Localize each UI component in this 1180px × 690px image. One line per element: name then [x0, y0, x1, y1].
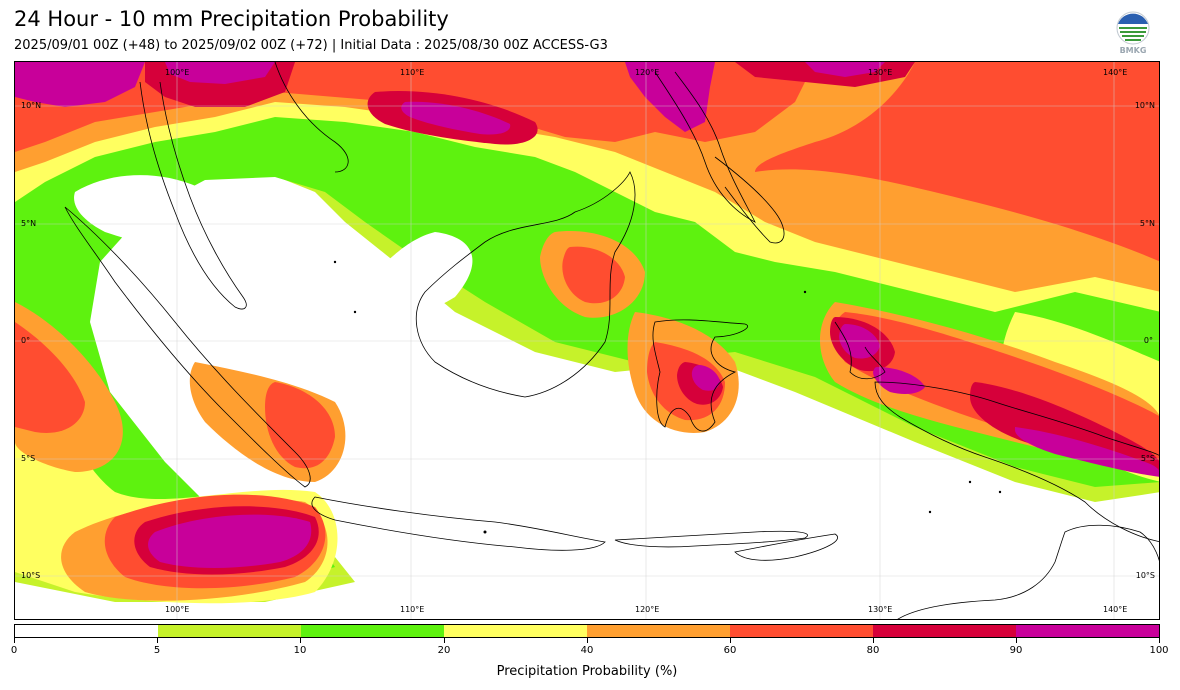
colorbar-tick	[157, 638, 158, 643]
lon-label-top: 100°E	[165, 68, 190, 77]
island-dots	[333, 260, 1002, 534]
lon-label-bottom: 100°E	[165, 605, 190, 614]
lon-label-bottom: 110°E	[400, 605, 425, 614]
colorbar-tick-label: 40	[580, 645, 594, 656]
colorbar-tick	[1159, 638, 1160, 643]
coastlines	[64, 62, 1159, 619]
lon-label-bottom: 140°E	[1103, 605, 1128, 614]
colorbar-tick-label: 80	[866, 645, 880, 656]
colorbar-segment	[158, 625, 301, 637]
logo-text: BMKG	[1119, 46, 1147, 55]
zone-magenta-north	[165, 62, 275, 84]
lon-label-bottom: 130°E	[868, 605, 893, 614]
zone-magenta-sulawesi	[691, 365, 720, 391]
precipitation-map: 100°E 110°E 120°E 130°E 140°E 100°E 110°…	[14, 61, 1160, 620]
zone-redorange-east	[755, 62, 1159, 262]
colorbar-tick	[14, 638, 15, 643]
colorbar-tick-label: 90	[1009, 645, 1023, 656]
colorbar-segment	[730, 625, 873, 637]
zone-magenta-scs	[401, 101, 511, 135]
colorbar-tick-label: 0	[10, 645, 18, 656]
colorbar-tick	[587, 638, 588, 643]
colorbar-segment	[301, 625, 444, 637]
zone-redorange-kalimantan	[562, 246, 625, 304]
graticule	[15, 62, 1159, 619]
colorbar-tick	[1016, 638, 1017, 643]
zone-redorange-sw	[15, 322, 85, 433]
zone-magenta-pacific	[625, 62, 715, 132]
colorbar-segment	[15, 625, 158, 637]
lat-label-right: 5°S	[1140, 454, 1155, 463]
colorbar-tick-label: 5	[153, 645, 161, 656]
colorbar-segment	[444, 625, 587, 637]
zone-white-scs	[74, 175, 473, 323]
lon-label-bottom: 120°E	[635, 605, 660, 614]
colorbar-tick-label: 10	[293, 645, 307, 656]
lat-label-left: 0°	[21, 336, 31, 345]
colorbar-tick	[444, 638, 445, 643]
lon-label-top: 120°E	[635, 68, 660, 77]
lat-label-left: 10°N	[21, 101, 42, 110]
colorbar-label: Precipitation Probability (%)	[496, 664, 678, 679]
zone-magenta-nw	[15, 62, 145, 107]
zone-white-java-sea	[15, 449, 1159, 619]
colorbar-tick	[300, 638, 301, 643]
colorbar-segment	[873, 625, 1016, 637]
colorbar-segment	[1016, 625, 1159, 637]
lat-label-right: 10°S	[1135, 571, 1155, 580]
lat-label-left: 10°S	[21, 571, 41, 580]
colorbar-tick-label: 20	[437, 645, 451, 656]
lon-label-top: 140°E	[1103, 68, 1128, 77]
colorbar-tick-label: 60	[723, 645, 737, 656]
bmkg-logo-icon: BMKG	[1114, 10, 1152, 56]
colorbar-tick	[873, 638, 874, 643]
precipitation-field	[15, 62, 1159, 619]
zone-magenta-halmahera	[873, 367, 925, 395]
lon-label-top: 130°E	[868, 68, 893, 77]
lat-label-right: 0°	[1143, 336, 1153, 345]
zone-magenta-indian	[148, 514, 312, 568]
colorbar-tick	[730, 638, 731, 643]
lat-label-left: 5°S	[21, 454, 36, 463]
map-title: 24 Hour - 10 mm Precipitation Probabilit…	[14, 7, 449, 31]
lat-label-right: 5°N	[1139, 219, 1155, 228]
zone-magenta-papua	[1015, 427, 1159, 477]
lon-label-top: 110°E	[400, 68, 425, 77]
colorbar-tick-label: 100	[1149, 645, 1169, 656]
lat-label-right: 10°N	[1134, 101, 1155, 110]
zone-redorange-sumatra	[265, 382, 335, 469]
zone-magenta-pacific2	[805, 62, 885, 77]
zone-white-kalimantan	[456, 360, 575, 448]
lat-label-left: 5°N	[21, 219, 37, 228]
colorbar-segment	[587, 625, 730, 637]
map-subtitle: 2025/09/01 00Z (+48) to 2025/09/02 00Z (…	[14, 38, 608, 53]
colorbar	[14, 624, 1160, 638]
